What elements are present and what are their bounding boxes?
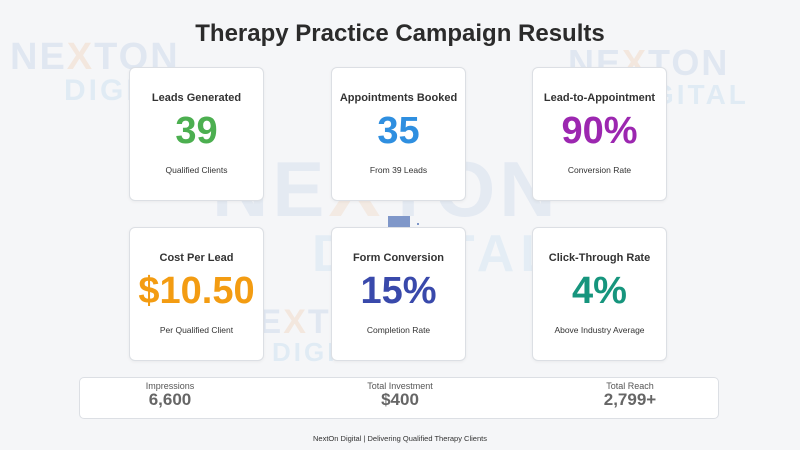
metric-card-click-through-rate: Click-Through Rate 4% Above Industry Ave… [532,227,667,361]
summary-stat-label: Impressions [145,381,195,391]
footer-text: NextOn Digital | Delivering Qualified Th… [313,434,487,443]
summary-stat-value: 2,799+ [603,390,657,409]
summary-stat-label: Total Reach [606,381,654,391]
metric-value: 15% [360,270,437,312]
summary-stat-total-reach: Total Reach 2,799+ [585,381,675,408]
metric-card-form-conversion: Form Conversion 15% Completion Rate [331,227,466,361]
summary-stat-value: $400 [381,390,419,409]
metric-card-lead-to-appointment: Lead-to-Appointment 90% Conversion Rate [532,67,667,201]
metric-value: 4% [572,270,627,312]
page-title: Therapy Practice Campaign Results [195,20,605,47]
metric-label: Lead-to-Appointment [543,92,656,104]
metric-subtitle: Per Qualified Client [159,325,234,335]
metric-subtitle: Qualified Clients [165,165,228,175]
metric-card-leads-generated: Leads Generated 39 Qualified Clients [129,67,264,201]
metric-label: Click-Through Rate [548,252,651,264]
metric-subtitle: From 39 Leads [369,165,428,175]
metric-label: Cost Per Lead [159,252,234,264]
summary-stat-label: Total Investment [367,381,433,391]
summary-stat-total-investment: Total Investment $400 [355,381,445,408]
metric-card-appointments-booked: Appointments Booked 35 From 39 Leads [331,67,466,201]
decorative-chip [388,216,410,227]
summary-stat-impressions: Impressions 6,600 [125,381,215,408]
metric-label: Appointments Booked [339,92,458,104]
metric-card-cost-per-lead: Cost Per Lead $10.50 Per Qualified Clien… [129,227,264,361]
summary-bar: Impressions 6,600 Total Investment $400 … [79,377,719,419]
metric-subtitle: Completion Rate [366,325,431,335]
metric-label: Form Conversion [352,252,445,264]
metric-label: Leads Generated [151,92,242,104]
metric-subtitle: Above Industry Average [554,325,645,335]
metric-value: 39 [175,110,218,152]
metric-value: 90% [561,110,638,152]
summary-stat-value: 6,600 [148,390,192,409]
decorative-dot [417,223,419,225]
metric-subtitle: Conversion Rate [567,165,632,175]
metric-value: 35 [377,110,420,152]
metric-value: $10.50 [138,270,255,312]
